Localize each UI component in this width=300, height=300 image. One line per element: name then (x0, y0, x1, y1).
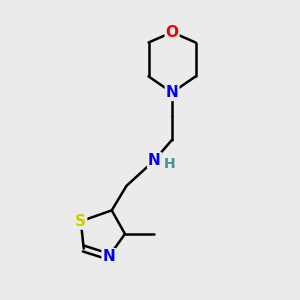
Text: N: N (166, 85, 178, 100)
Text: H: H (164, 157, 176, 171)
Text: O: O (166, 25, 178, 40)
Text: N: N (102, 249, 115, 264)
Text: N: N (148, 153, 161, 168)
Text: S: S (75, 214, 86, 229)
